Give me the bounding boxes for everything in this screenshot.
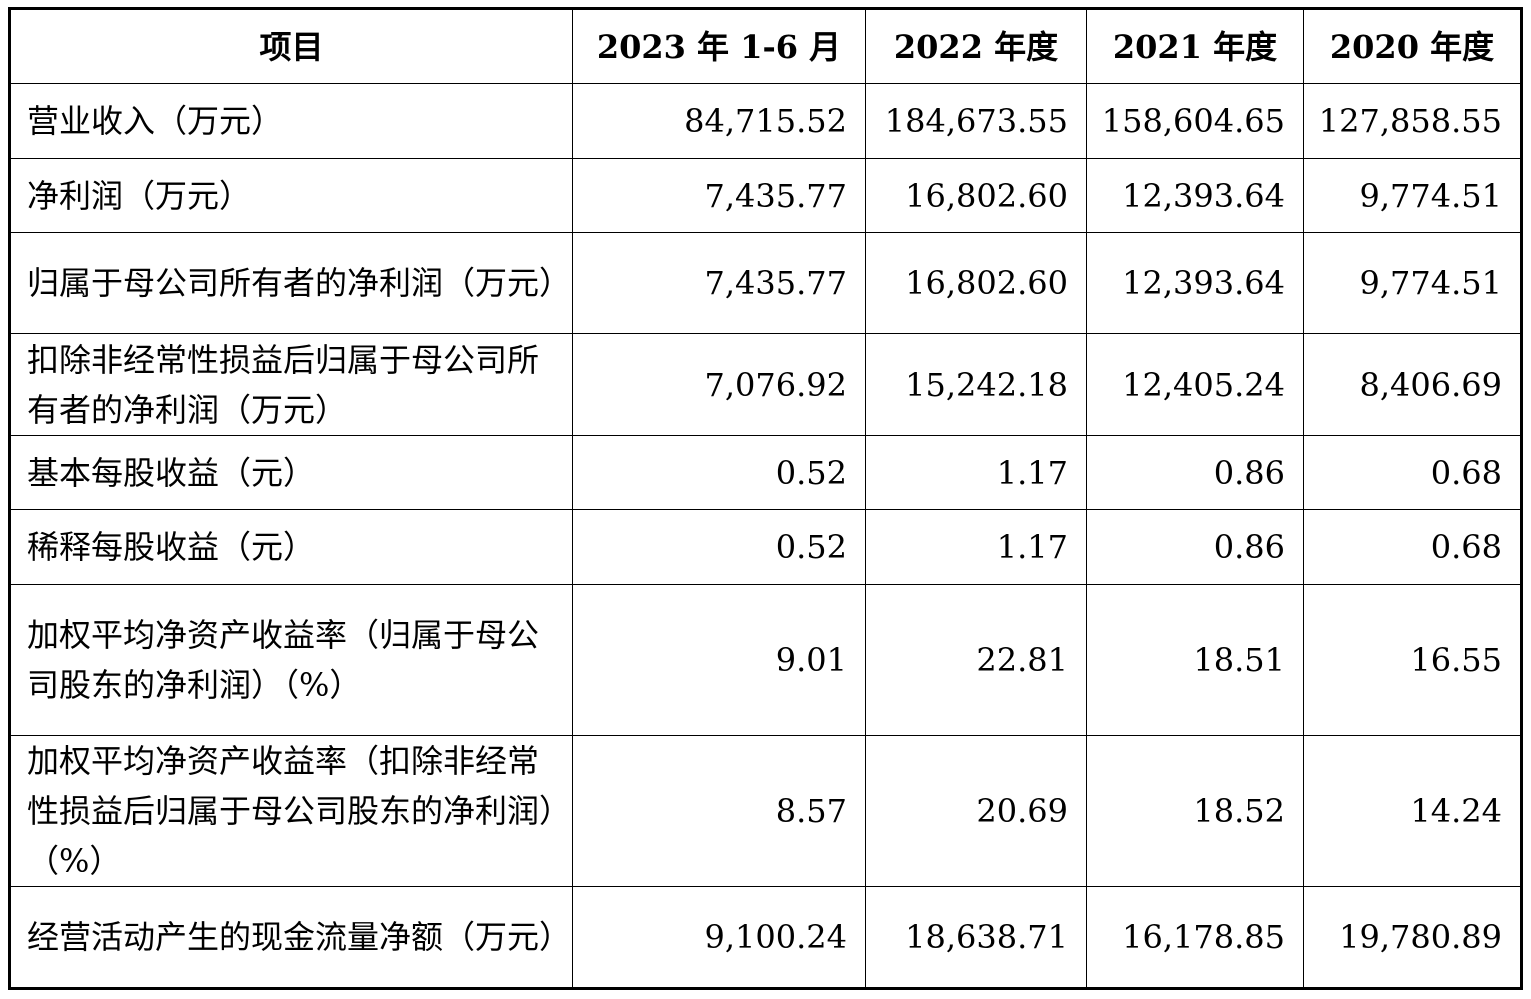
table-row: 净利润（万元） 7,435.77 16,802.60 12,393.64 9,7… — [9, 158, 1522, 233]
cell-value: 1.17 — [865, 435, 1087, 510]
row-label: 加权平均净资产收益率（扣除非经常性损益后归属于母公司股东的净利润）（%） — [9, 735, 573, 887]
cell-value: 19,780.89 — [1303, 886, 1522, 989]
table-row: 稀释每股收益（元） 0.52 1.17 0.86 0.68 — [9, 509, 1522, 585]
cell-value: 16,178.85 — [1086, 886, 1304, 989]
row-label: 基本每股收益（元） — [9, 435, 573, 510]
cell-value: 14.24 — [1303, 735, 1522, 887]
row-label: 净利润（万元） — [9, 158, 573, 233]
cell-value: 12,393.64 — [1086, 158, 1304, 233]
cell-value: 9,774.51 — [1303, 158, 1522, 233]
cell-value: 9,100.24 — [572, 886, 866, 989]
cell-value: 9,774.51 — [1303, 232, 1522, 334]
cell-value: 12,393.64 — [1086, 232, 1304, 334]
cell-value: 127,858.55 — [1303, 83, 1522, 159]
table-row: 加权平均净资产收益率（扣除非经常性损益后归属于母公司股东的净利润）（%） 8.5… — [9, 735, 1522, 887]
cell-value: 8,406.69 — [1303, 333, 1522, 436]
row-label: 扣除非经常性损益后归属于母公司所有者的净利润（万元） — [9, 333, 573, 436]
row-label: 经营活动产生的现金流量净额（万元） — [9, 886, 573, 989]
cell-value: 7,435.77 — [572, 232, 866, 334]
cell-value: 0.86 — [1086, 435, 1304, 510]
row-label: 稀释每股收益（元） — [9, 509, 573, 585]
cell-value: 7,076.92 — [572, 333, 866, 436]
table-row: 经营活动产生的现金流量净额（万元） 9,100.24 18,638.71 16,… — [9, 886, 1522, 989]
table-row: 归属于母公司所有者的净利润（万元） 7,435.77 16,802.60 12,… — [9, 232, 1522, 334]
cell-value: 1.17 — [865, 509, 1087, 585]
header-item: 项目 — [9, 8, 573, 84]
cell-value: 18,638.71 — [865, 886, 1087, 989]
table-row: 基本每股收益（元） 0.52 1.17 0.86 0.68 — [9, 435, 1522, 510]
header-row: 项目 2023 年 1-6 月 2022 年度 2021 年度 2020 年度 — [9, 8, 1522, 84]
row-label: 加权平均净资产收益率（归属于母公司股东的净利润）（%） — [9, 584, 573, 736]
table-row: 扣除非经常性损益后归属于母公司所有者的净利润（万元） 7,076.92 15,2… — [9, 333, 1522, 436]
cell-value: 22.81 — [865, 584, 1087, 736]
row-label: 营业收入（万元） — [9, 83, 573, 159]
cell-value: 18.51 — [1086, 584, 1304, 736]
cell-value: 8.57 — [572, 735, 866, 887]
header-2022: 2022 年度 — [865, 8, 1087, 84]
cell-value: 15,242.18 — [865, 333, 1087, 436]
cell-value: 9.01 — [572, 584, 866, 736]
cell-value: 158,604.65 — [1086, 83, 1304, 159]
header-2023h1: 2023 年 1-6 月 — [572, 8, 866, 84]
cell-value: 16,802.60 — [865, 232, 1087, 334]
cell-value: 84,715.52 — [572, 83, 866, 159]
cell-value: 20.69 — [865, 735, 1087, 887]
cell-value: 16.55 — [1303, 584, 1522, 736]
cell-value: 184,673.55 — [865, 83, 1087, 159]
cell-value: 18.52 — [1086, 735, 1304, 887]
cell-value: 0.52 — [572, 435, 866, 510]
cell-value: 0.86 — [1086, 509, 1304, 585]
table-row: 加权平均净资产收益率（归属于母公司股东的净利润）（%） 9.01 22.81 1… — [9, 584, 1522, 736]
cell-value: 0.68 — [1303, 509, 1522, 585]
cell-value: 0.52 — [572, 509, 866, 585]
cell-value: 0.68 — [1303, 435, 1522, 510]
header-2021: 2021 年度 — [1086, 8, 1304, 84]
cell-value: 7,435.77 — [572, 158, 866, 233]
cell-value: 16,802.60 — [865, 158, 1087, 233]
cell-value: 12,405.24 — [1086, 333, 1304, 436]
row-label: 归属于母公司所有者的净利润（万元） — [9, 232, 573, 334]
table-row: 营业收入（万元） 84,715.52 184,673.55 158,604.65… — [9, 83, 1522, 159]
financial-summary-table: 项目 2023 年 1-6 月 2022 年度 2021 年度 2020 年度 … — [8, 7, 1523, 990]
header-2020: 2020 年度 — [1303, 8, 1522, 84]
